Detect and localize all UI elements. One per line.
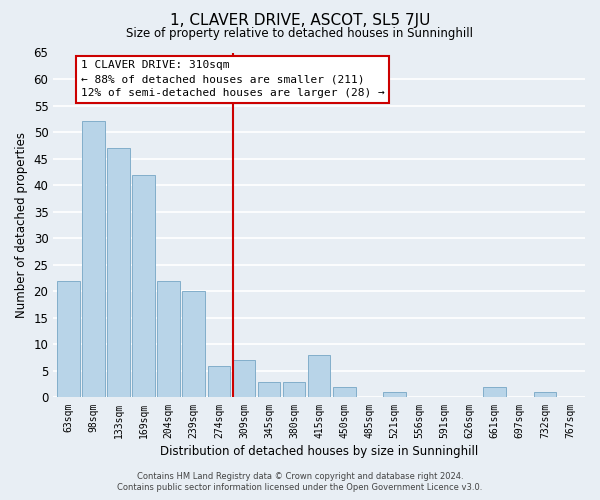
- Text: Size of property relative to detached houses in Sunninghill: Size of property relative to detached ho…: [127, 28, 473, 40]
- Bar: [57, 280, 80, 398]
- Bar: [533, 392, 556, 398]
- Bar: [257, 382, 280, 398]
- Bar: [333, 387, 356, 398]
- Bar: [233, 360, 255, 398]
- Bar: [157, 280, 180, 398]
- Bar: [82, 122, 105, 398]
- Bar: [208, 366, 230, 398]
- Bar: [383, 392, 406, 398]
- Bar: [283, 382, 305, 398]
- Bar: [182, 292, 205, 398]
- X-axis label: Distribution of detached houses by size in Sunninghill: Distribution of detached houses by size …: [160, 444, 478, 458]
- Bar: [484, 387, 506, 398]
- Text: 1 CLAVER DRIVE: 310sqm
← 88% of detached houses are smaller (211)
12% of semi-de: 1 CLAVER DRIVE: 310sqm ← 88% of detached…: [81, 60, 385, 98]
- Bar: [132, 174, 155, 398]
- Text: 1, CLAVER DRIVE, ASCOT, SL5 7JU: 1, CLAVER DRIVE, ASCOT, SL5 7JU: [170, 12, 430, 28]
- Text: Contains HM Land Registry data © Crown copyright and database right 2024.
Contai: Contains HM Land Registry data © Crown c…: [118, 472, 482, 492]
- Y-axis label: Number of detached properties: Number of detached properties: [15, 132, 28, 318]
- Bar: [107, 148, 130, 398]
- Bar: [308, 355, 331, 398]
